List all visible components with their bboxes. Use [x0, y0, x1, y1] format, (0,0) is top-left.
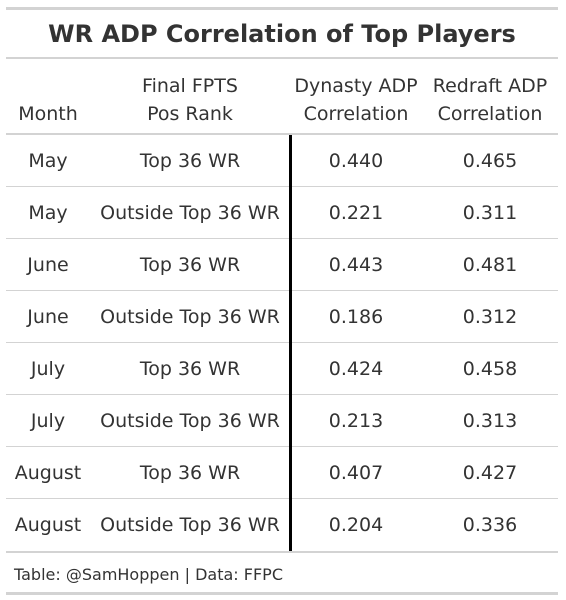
cell-redraft-correlation: 0.313	[462, 410, 518, 432]
column-header-month: Month	[6, 62, 90, 130]
cell-month: August	[14, 514, 82, 536]
cell-month: July	[30, 358, 66, 380]
cell-pos-rank: Top 36 WR	[139, 462, 241, 484]
cell-month: May	[28, 202, 68, 224]
row-divider	[6, 290, 558, 291]
table-row: June Top 36 WR 0.443 0.481	[6, 239, 558, 291]
cell-redraft-correlation: 0.336	[462, 514, 518, 536]
cell-month: June	[27, 254, 69, 276]
cell-dynasty-correlation: 0.424	[328, 358, 384, 380]
column-header-dynasty: Dynasty ADP Correlation	[290, 62, 422, 130]
row-divider	[6, 446, 558, 447]
header-bottom-rule	[6, 133, 558, 135]
table-row: August Outside Top 36 WR 0.204 0.336	[6, 499, 558, 551]
row-divider	[6, 238, 558, 239]
row-divider	[6, 342, 558, 343]
cell-month: May	[28, 150, 68, 172]
table-row: May Top 36 WR 0.440 0.465	[6, 135, 558, 187]
row-divider	[6, 186, 558, 187]
column-header-redraft-line1: Redraft ADP	[432, 75, 548, 97]
cell-dynasty-correlation: 0.221	[328, 202, 384, 224]
table-row: August Top 36 WR 0.407 0.427	[6, 447, 558, 499]
column-header-dynasty-line2: Correlation	[303, 103, 409, 125]
table-row: July Outside Top 36 WR 0.213 0.313	[6, 395, 558, 447]
column-divider-line	[289, 135, 292, 552]
cell-redraft-correlation: 0.458	[462, 358, 518, 380]
column-header-dynasty-line1: Dynasty ADP	[294, 75, 418, 97]
table-row: June Outside Top 36 WR 0.186 0.312	[6, 291, 558, 343]
cell-pos-rank: Top 36 WR	[139, 254, 241, 276]
cell-dynasty-correlation: 0.440	[328, 150, 384, 172]
cell-redraft-correlation: 0.481	[462, 254, 518, 276]
cell-redraft-correlation: 0.311	[462, 202, 518, 224]
cell-dynasty-correlation: 0.213	[328, 410, 384, 432]
cell-pos-rank: Outside Top 36 WR	[100, 410, 280, 432]
table-bottom-rule	[6, 592, 558, 595]
column-header-pos-rank-line2: Pos Rank	[147, 103, 233, 125]
cell-month: June	[27, 306, 69, 328]
table-top-rule	[6, 7, 558, 10]
header-top-rule	[6, 57, 558, 59]
cell-month: July	[30, 410, 66, 432]
cell-dynasty-correlation: 0.443	[328, 254, 384, 276]
table-row: July Top 36 WR 0.424 0.458	[6, 343, 558, 395]
cell-pos-rank: Top 36 WR	[139, 150, 241, 172]
row-divider	[6, 394, 558, 395]
cell-dynasty-correlation: 0.204	[328, 514, 384, 536]
cell-pos-rank: Outside Top 36 WR	[100, 306, 280, 328]
cell-pos-rank: Top 36 WR	[139, 358, 241, 380]
column-header-pos-rank: Final FPTS Pos Rank	[90, 62, 290, 130]
cell-dynasty-correlation: 0.407	[328, 462, 384, 484]
cell-redraft-correlation: 0.312	[462, 306, 518, 328]
cell-dynasty-correlation: 0.186	[328, 306, 384, 328]
cell-month: August	[14, 462, 82, 484]
body-bottom-rule	[6, 551, 558, 553]
source-note: Table: @SamHoppen | Data: FFPC	[14, 565, 283, 584]
column-header-month-line2: Month	[18, 103, 78, 125]
cell-redraft-correlation: 0.465	[462, 150, 518, 172]
column-header-redraft-line2: Correlation	[437, 103, 543, 125]
table-title: WR ADP Correlation of Top Players	[48, 20, 516, 48]
column-header-redraft: Redraft ADP Correlation	[422, 62, 558, 130]
cell-redraft-correlation: 0.427	[462, 462, 518, 484]
cell-pos-rank: Outside Top 36 WR	[100, 514, 280, 536]
cell-pos-rank: Outside Top 36 WR	[100, 202, 280, 224]
column-header-pos-rank-line1: Final FPTS	[142, 75, 238, 97]
row-divider	[6, 498, 558, 499]
table-row: May Outside Top 36 WR 0.221 0.311	[6, 187, 558, 239]
